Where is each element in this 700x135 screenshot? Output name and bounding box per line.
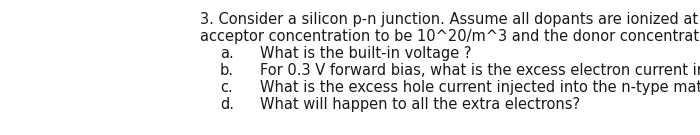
Text: a.: a. <box>220 46 234 61</box>
Text: b.: b. <box>220 63 234 78</box>
Text: acceptor concentration to be 10^20/m^3 and the donor concentration to be 10^21/m: acceptor concentration to be 10^20/m^3 a… <box>200 29 700 44</box>
Text: d.: d. <box>220 97 234 112</box>
Text: What is the built-in voltage ?: What is the built-in voltage ? <box>260 46 472 61</box>
Text: 3. Consider a silicon p-n junction. Assume all dopants are ionized at room tempe: 3. Consider a silicon p-n junction. Assu… <box>200 12 700 27</box>
Text: c.: c. <box>220 80 232 95</box>
Text: For 0.3 V forward bias, what is the excess electron current injected into the p-: For 0.3 V forward bias, what is the exce… <box>260 63 700 78</box>
Text: What will happen to all the extra electrons?: What will happen to all the extra electr… <box>260 97 580 112</box>
Text: What is the excess hole current injected into the n-type material ?: What is the excess hole current injected… <box>260 80 700 95</box>
